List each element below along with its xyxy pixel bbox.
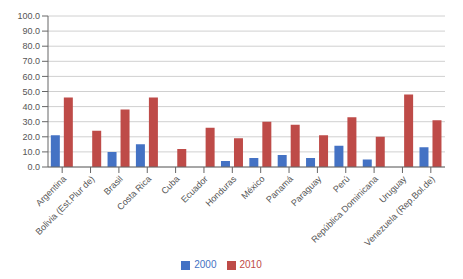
svg-text:Uruguay: Uruguay [377,173,409,205]
svg-text:Argentina: Argentina [33,173,69,209]
svg-text:10.0: 10.0 [22,147,40,157]
svg-text:0.0: 0.0 [27,162,40,172]
svg-text:Ecuador: Ecuador [179,173,210,205]
svg-text:70.0: 70.0 [22,56,40,66]
svg-text:Cuba: Cuba [159,174,181,196]
svg-text:60.0: 60.0 [22,72,40,82]
html-text:2000: 2000 [194,259,217,270]
svg-text:Paraguay: Paraguay [289,174,324,209]
svg-text:Bolivia (Est.Plur de): Bolivia (Est.Plur de) [34,174,97,237]
svg-text:90.0: 90.0 [22,26,40,36]
svg-text:Costa Rica: Costa Rica [115,174,153,212]
html-text:2010: 2010 [239,259,262,270]
svg-text:Honduras: Honduras [204,174,239,209]
svg-text:Venezuela (Rep.Bol.de): Venezuela (Rep.Bol.de) [362,174,436,248]
svg-text:80.0: 80.0 [22,41,40,51]
svg-text:República Dominicana: República Dominicana [309,173,380,245]
svg-text:20.0: 20.0 [22,132,40,142]
svg-text:40.0: 40.0 [22,102,40,112]
svg-text:Brasil: Brasil [102,174,125,197]
svg-text:Panamá: Panamá [264,173,295,205]
svg-text:50.0: 50.0 [22,87,40,97]
svg-text:México: México [239,174,266,201]
svg-text:30.0: 30.0 [22,117,40,127]
svg-text:100.0: 100.0 [17,11,40,21]
svg-text:Perú: Perú [331,174,352,195]
